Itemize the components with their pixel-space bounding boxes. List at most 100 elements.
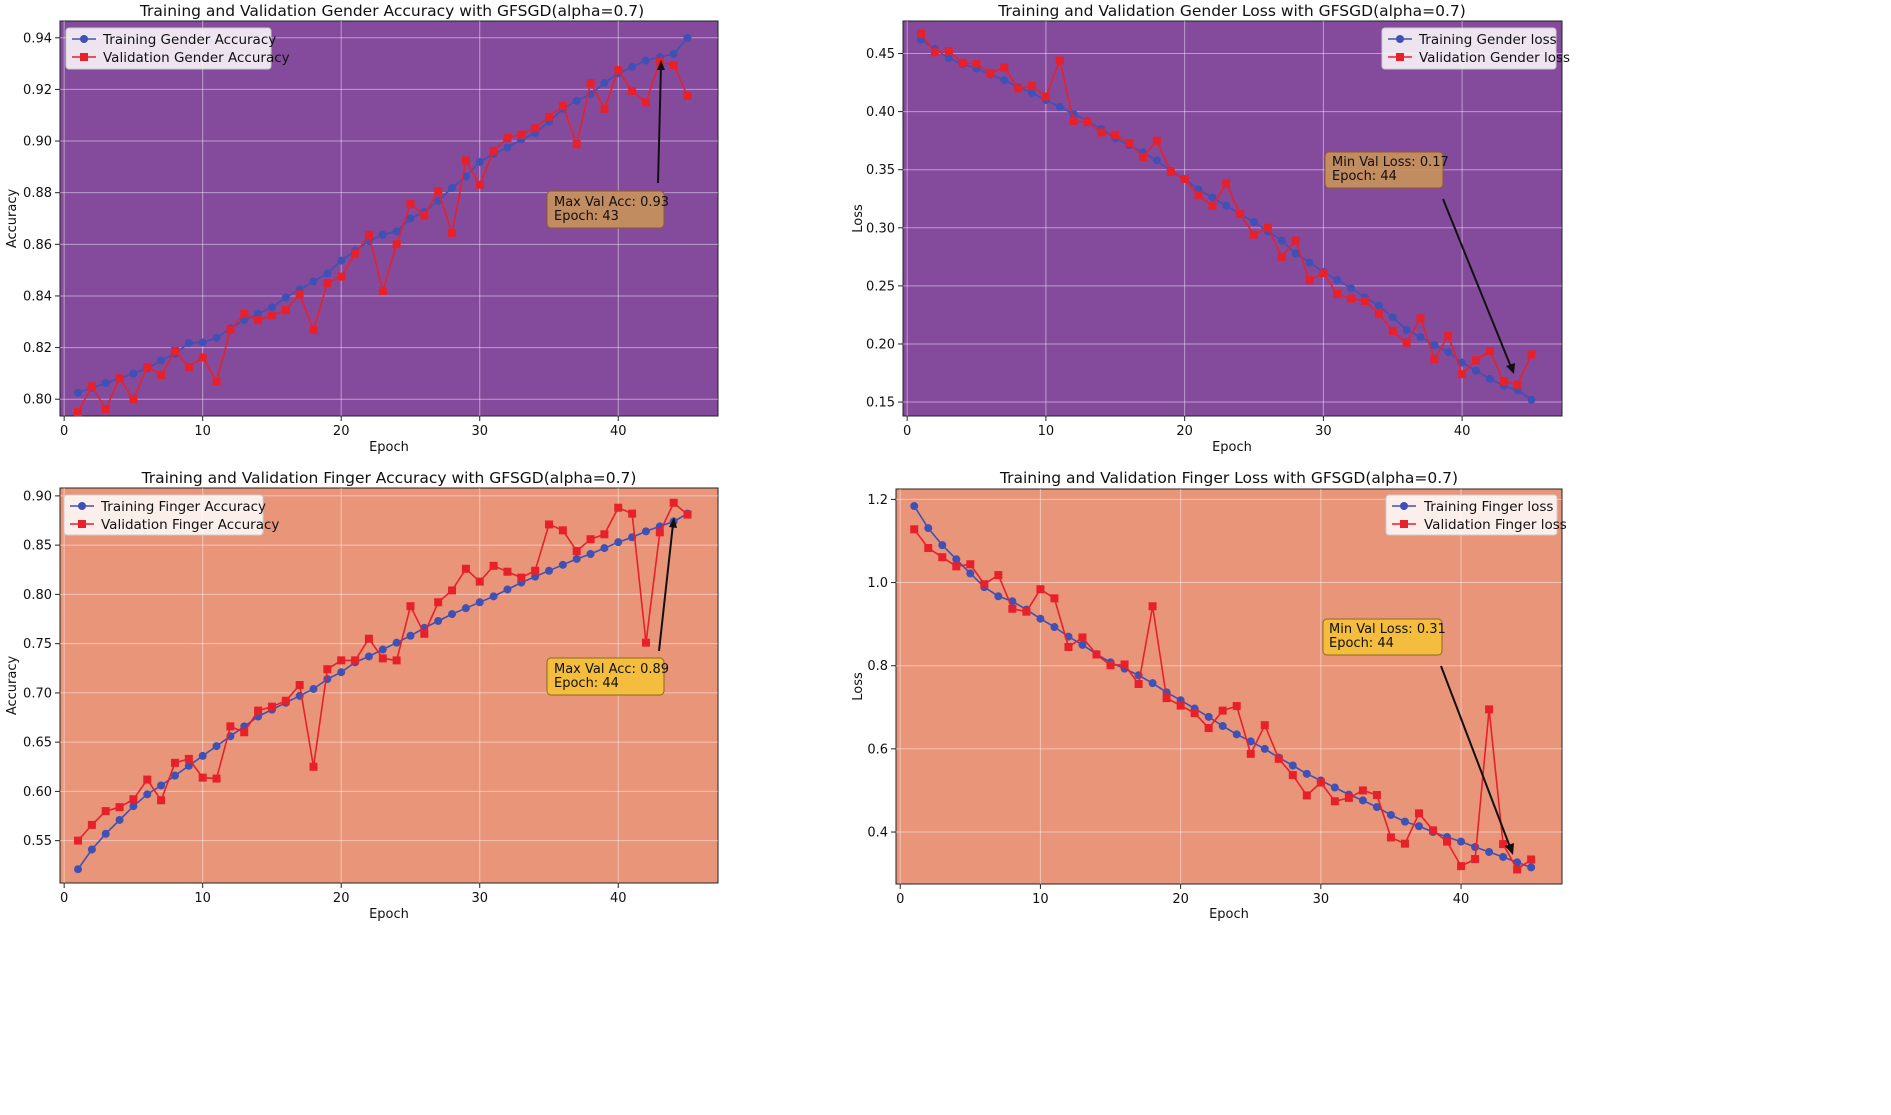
data-point-training — [1430, 341, 1439, 350]
data-point-validation — [87, 820, 96, 829]
x-axis-label: Epoch — [369, 907, 409, 922]
y-tick-label: 0.65 — [23, 736, 52, 751]
data-point-training — [966, 569, 975, 578]
data-point-validation — [351, 250, 360, 259]
data-series — [917, 29, 1536, 404]
data-series — [910, 502, 1536, 874]
legend-label-validation: Validation Gender Accuracy — [103, 50, 290, 66]
data-point-validation — [1036, 585, 1045, 594]
data-point-training — [1416, 333, 1425, 341]
data-point-validation — [544, 520, 553, 529]
data-point-training — [1050, 623, 1059, 632]
data-point-validation — [1499, 377, 1508, 386]
data-point-training — [1344, 790, 1353, 799]
data-point-validation — [392, 656, 401, 665]
data-point-training — [1014, 83, 1023, 92]
axis-ticks: 0 10 20 30 40 0.55 0.60 0.65 0.70 0.75 0.80 0.85 0.9… — [23, 489, 626, 906]
data-point-training — [1414, 822, 1423, 831]
data-point-validation — [489, 561, 498, 570]
data-point-validation — [1457, 862, 1466, 871]
data-point-validation — [1208, 201, 1217, 210]
series-line-0 — [913, 505, 1532, 869]
chart-finger-accuracy: Training and Validation Finger Accuracy … — [0, 460, 940, 922]
data-point-training — [1222, 201, 1231, 210]
data-point-validation — [544, 112, 553, 121]
data-point-validation — [1527, 350, 1536, 359]
y-tick-label: 0.94 — [23, 31, 52, 46]
data-point-validation — [254, 316, 263, 325]
data-point-training — [115, 815, 124, 824]
legend-box — [65, 27, 272, 70]
data-point-training — [129, 802, 138, 811]
chart-title: Training and Validation Gender Accuracy … — [139, 2, 644, 20]
data-point-training — [1316, 776, 1325, 785]
annotation-arrow-head — [657, 60, 665, 70]
data-point-validation — [600, 530, 609, 539]
data-point-validation — [143, 362, 152, 371]
data-point-training — [1527, 863, 1536, 872]
legend-box — [1385, 494, 1558, 536]
y-tick-label: 0.90 — [23, 135, 52, 150]
data-point-training — [1305, 258, 1314, 267]
data-point-validation — [614, 66, 623, 75]
data-point-training — [184, 761, 193, 770]
x-tick-label: 20 — [333, 424, 350, 439]
data-point-validation — [1416, 314, 1425, 323]
data-point-training — [1190, 704, 1199, 713]
data-point-validation — [531, 124, 540, 133]
axis-ticks: 0 10 20 30 400.40.60.81.01.2 — [867, 493, 1469, 907]
data-point-validation — [517, 573, 526, 582]
data-point-validation — [74, 836, 83, 845]
data-point-validation — [1429, 826, 1438, 835]
data-point-validation — [1064, 643, 1073, 651]
chart-finger-accuracy-svg: Training and Validation Finger Accuracy … — [5, 469, 719, 922]
plot-area — [895, 488, 1563, 885]
data-point-validation — [1319, 269, 1328, 278]
data-point-validation — [1386, 833, 1395, 842]
data-point-training — [1443, 833, 1452, 842]
chart-title: Training and Validation Finger Loss with… — [999, 469, 1458, 487]
data-point-training — [1232, 730, 1241, 739]
annotation-line-1: Max Val Acc: 0.93 — [554, 195, 669, 210]
data-point-training — [74, 388, 83, 397]
data-point-training — [1097, 125, 1106, 134]
x-tick-label: 20 — [1176, 424, 1193, 439]
annotation: Min Val Loss: 0.17 Epoch: 44 — [1324, 151, 1515, 374]
data-point-validation — [406, 602, 415, 611]
data-point-training — [1055, 102, 1064, 111]
chart-gender-accuracy-svg: Training and Validation Gender Accuracy … — [5, 2, 719, 455]
legend-marker-training — [80, 35, 88, 43]
data-point-validation — [1055, 56, 1064, 65]
data-point-training — [972, 64, 981, 73]
data-point-training — [1288, 761, 1297, 770]
data-point-training — [212, 742, 221, 751]
data-point-training — [1347, 284, 1356, 293]
data-point-training — [475, 598, 484, 607]
x-tick-label: 10 — [194, 891, 211, 906]
data-point-validation — [1041, 92, 1050, 101]
data-point-training — [1028, 89, 1037, 98]
data-point-training — [1429, 828, 1438, 837]
data-point-validation — [1400, 839, 1409, 848]
data-point-training — [669, 50, 678, 59]
data-point-training — [614, 538, 623, 547]
legend-label-training: Training Gender loss — [1418, 32, 1557, 48]
data-point-validation — [434, 187, 443, 196]
data-point-validation — [1305, 276, 1314, 285]
legend: Training Finger Accuracy Validation Fing… — [63, 494, 279, 536]
data-point-validation — [958, 58, 967, 67]
data-point-validation — [1374, 309, 1383, 318]
data-point-training — [1236, 209, 1245, 218]
data-point-training — [1499, 381, 1508, 390]
gridlines — [896, 489, 1562, 884]
data-point-validation — [1134, 680, 1143, 689]
y-axis-label: Accuracy — [5, 656, 20, 716]
data-point-validation — [337, 656, 346, 665]
annotation-arrow-line — [658, 523, 674, 652]
data-point-training — [1471, 842, 1480, 851]
data-point-validation — [170, 346, 179, 355]
data-point-training — [1485, 374, 1494, 383]
y-tick-label: 0.85 — [23, 539, 52, 554]
data-point-validation — [1152, 136, 1161, 145]
data-point-training — [143, 790, 152, 799]
